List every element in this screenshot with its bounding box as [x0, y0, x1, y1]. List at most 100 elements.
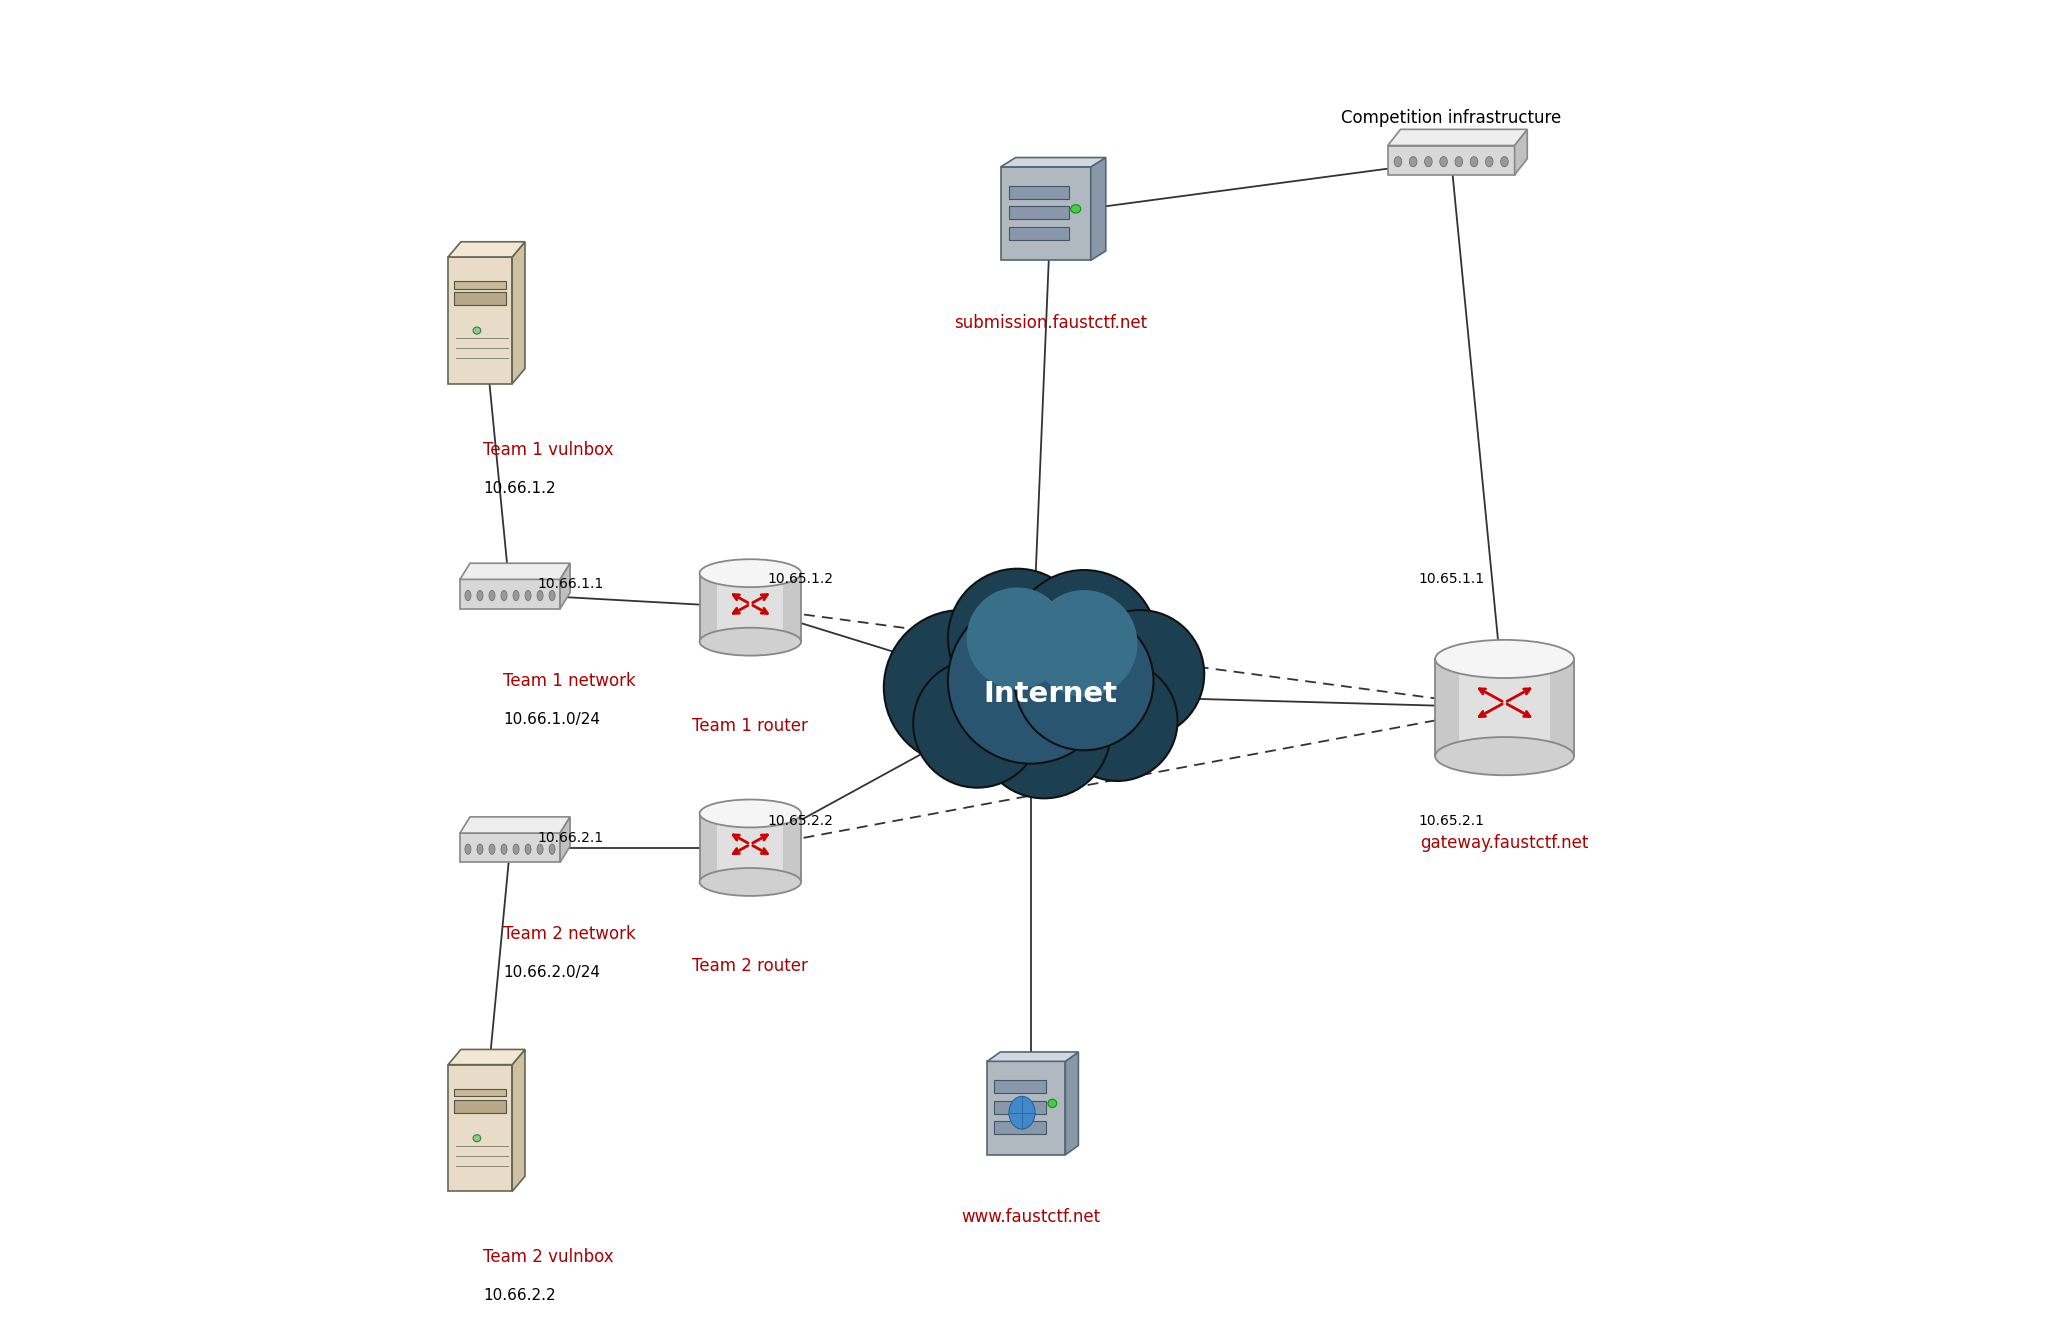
Ellipse shape — [537, 590, 543, 601]
FancyBboxPatch shape — [455, 292, 506, 306]
Text: 10.66.2.1: 10.66.2.1 — [537, 830, 604, 845]
Polygon shape — [461, 563, 569, 579]
Ellipse shape — [1501, 156, 1507, 167]
Ellipse shape — [700, 627, 801, 655]
Polygon shape — [1389, 129, 1528, 146]
Polygon shape — [1436, 659, 1575, 756]
Text: 10.66.2.0/24: 10.66.2.0/24 — [504, 965, 600, 980]
Circle shape — [948, 569, 1087, 708]
Text: Team 1 router: Team 1 router — [692, 717, 809, 734]
Polygon shape — [1001, 167, 1092, 260]
Circle shape — [1057, 661, 1178, 781]
Polygon shape — [1550, 659, 1575, 756]
FancyBboxPatch shape — [455, 1089, 506, 1096]
FancyBboxPatch shape — [455, 282, 506, 288]
Ellipse shape — [502, 590, 508, 601]
Polygon shape — [449, 1049, 524, 1065]
Text: 10.65.1.2: 10.65.1.2 — [768, 573, 834, 586]
FancyBboxPatch shape — [1010, 227, 1069, 240]
Ellipse shape — [465, 590, 471, 601]
Ellipse shape — [1470, 156, 1479, 167]
Circle shape — [1010, 570, 1157, 717]
Ellipse shape — [1454, 156, 1462, 167]
Ellipse shape — [1425, 156, 1432, 167]
Text: www.faustctf.net: www.faustctf.net — [961, 1208, 1100, 1226]
Ellipse shape — [473, 1135, 481, 1141]
FancyBboxPatch shape — [993, 1080, 1047, 1093]
Ellipse shape — [700, 559, 801, 587]
Polygon shape — [512, 1049, 524, 1191]
Circle shape — [1075, 610, 1204, 738]
Ellipse shape — [700, 868, 801, 896]
Circle shape — [913, 659, 1040, 788]
Ellipse shape — [549, 590, 555, 601]
Circle shape — [885, 610, 1038, 765]
Text: 10.65.2.1: 10.65.2.1 — [1419, 814, 1485, 828]
Polygon shape — [559, 563, 569, 609]
Polygon shape — [1065, 1052, 1079, 1155]
Polygon shape — [1389, 146, 1516, 175]
Polygon shape — [512, 242, 524, 384]
Circle shape — [977, 665, 1110, 798]
Circle shape — [948, 598, 1114, 764]
Ellipse shape — [477, 844, 483, 854]
Ellipse shape — [1440, 156, 1448, 167]
Polygon shape — [1001, 158, 1106, 167]
Ellipse shape — [489, 844, 496, 854]
Polygon shape — [700, 573, 801, 642]
Polygon shape — [1092, 158, 1106, 260]
Polygon shape — [461, 817, 569, 833]
Text: Team 2 router: Team 2 router — [692, 957, 809, 975]
Ellipse shape — [1395, 156, 1401, 167]
Ellipse shape — [514, 590, 518, 601]
Polygon shape — [1516, 129, 1528, 175]
Text: gateway.faustctf.net: gateway.faustctf.net — [1421, 834, 1589, 852]
Ellipse shape — [1485, 156, 1493, 167]
Ellipse shape — [700, 800, 801, 828]
Circle shape — [967, 587, 1069, 689]
Polygon shape — [987, 1052, 1079, 1061]
Ellipse shape — [489, 590, 496, 601]
Text: Team 2 vulnbox: Team 2 vulnbox — [483, 1248, 614, 1266]
Text: Competition infrastructure: Competition infrastructure — [1341, 109, 1561, 127]
Ellipse shape — [524, 844, 530, 854]
Text: 10.66.1.2: 10.66.1.2 — [483, 481, 555, 495]
Polygon shape — [559, 817, 569, 862]
Ellipse shape — [514, 844, 518, 854]
Text: 10.66.1.1: 10.66.1.1 — [537, 577, 604, 591]
FancyBboxPatch shape — [993, 1121, 1047, 1135]
Polygon shape — [987, 1061, 1065, 1155]
Polygon shape — [700, 813, 717, 882]
FancyBboxPatch shape — [1010, 186, 1069, 199]
Text: submission.faustctf.net: submission.faustctf.net — [954, 314, 1147, 331]
Ellipse shape — [1436, 737, 1575, 776]
FancyBboxPatch shape — [993, 1100, 1047, 1113]
Ellipse shape — [537, 844, 543, 854]
Polygon shape — [782, 813, 801, 882]
Circle shape — [1030, 590, 1137, 697]
Polygon shape — [449, 1065, 512, 1191]
Ellipse shape — [549, 844, 555, 854]
Polygon shape — [461, 833, 559, 862]
FancyBboxPatch shape — [455, 1100, 506, 1113]
Text: 10.65.1.1: 10.65.1.1 — [1419, 573, 1485, 586]
Text: 10.66.1.0/24: 10.66.1.0/24 — [504, 712, 600, 726]
Text: Team 1 network: Team 1 network — [504, 672, 637, 689]
Text: 10.66.2.2: 10.66.2.2 — [483, 1288, 555, 1303]
Ellipse shape — [502, 844, 508, 854]
FancyBboxPatch shape — [1010, 206, 1069, 219]
Ellipse shape — [465, 844, 471, 854]
Ellipse shape — [1071, 204, 1081, 214]
Text: 10.65.2.2: 10.65.2.2 — [768, 814, 834, 828]
Text: Internet: Internet — [983, 681, 1118, 708]
Polygon shape — [1436, 659, 1460, 756]
Ellipse shape — [1010, 1096, 1034, 1129]
Polygon shape — [782, 573, 801, 642]
Text: Team 1 vulnbox: Team 1 vulnbox — [483, 441, 614, 458]
Polygon shape — [700, 573, 717, 642]
Circle shape — [1014, 611, 1153, 750]
Polygon shape — [449, 242, 524, 256]
Polygon shape — [700, 813, 801, 882]
Ellipse shape — [477, 590, 483, 601]
Ellipse shape — [1049, 1099, 1057, 1108]
